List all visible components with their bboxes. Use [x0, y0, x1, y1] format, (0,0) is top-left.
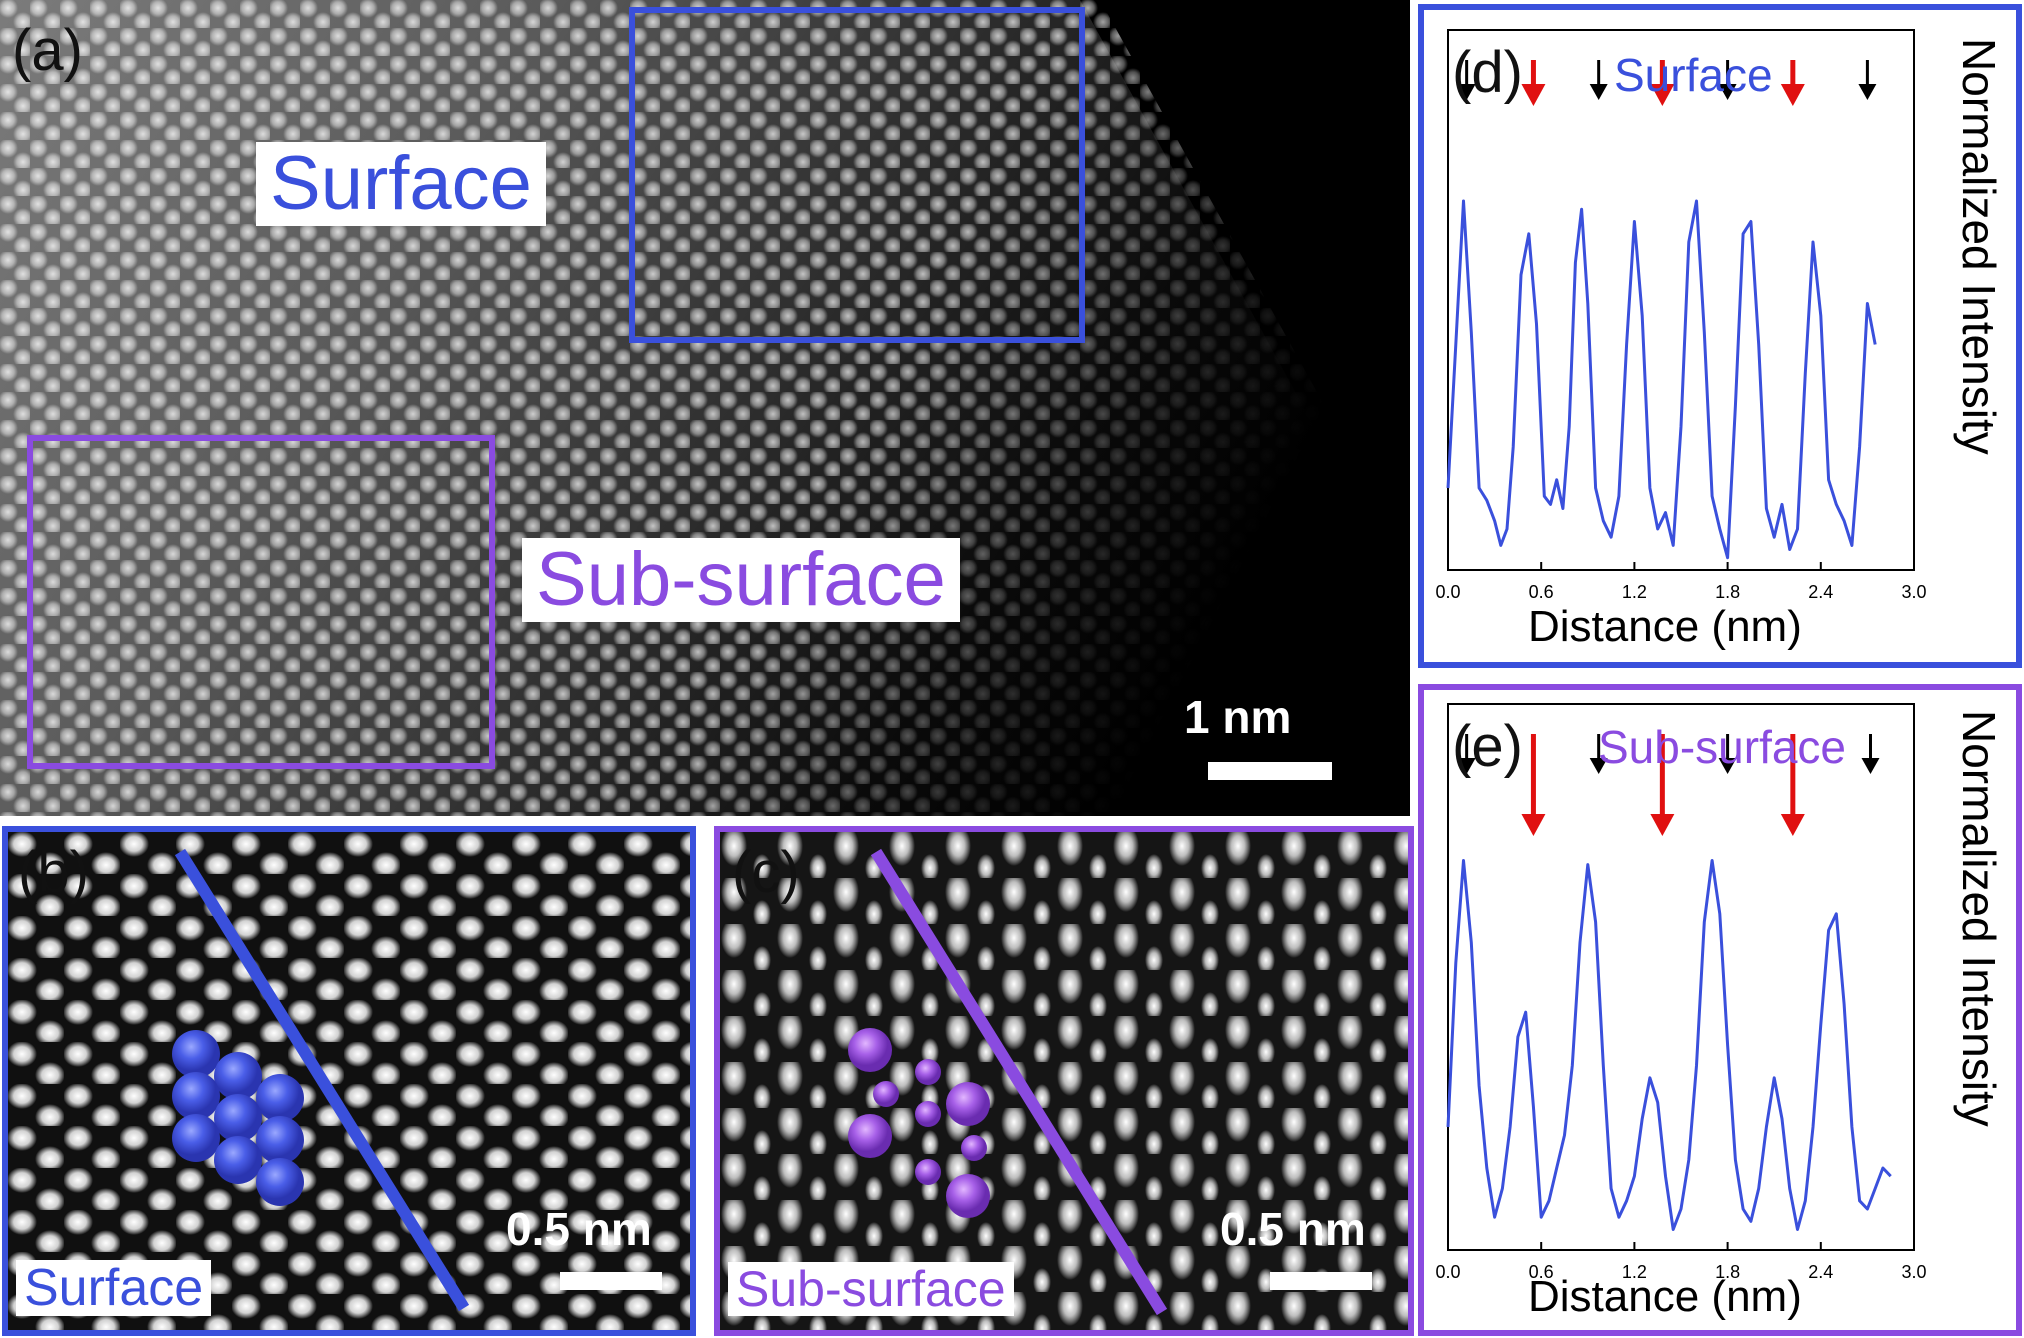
- major-peak-arrow-head: [1718, 84, 1737, 100]
- x-tick-label: 1.8: [1715, 1262, 1740, 1282]
- panel-b-scale-label: 0.5 nm: [506, 1203, 652, 1255]
- panel-e-ylabel: Normalized Intensity: [1953, 710, 2005, 1127]
- x-tick-label: 0.6: [1529, 582, 1554, 602]
- major-peak-arrow-head: [1589, 84, 1608, 100]
- intensity-profile-line: [1446, 199, 1877, 560]
- minor-peak-arrow-head: [1650, 814, 1675, 836]
- panel-d-xlabel: Distance (nm): [1528, 602, 1802, 651]
- panel-a-image: [0, 0, 1410, 816]
- subsurface-tag: Sub-surface: [522, 538, 960, 622]
- plot-frame: [1447, 29, 1915, 571]
- panel-a-micrograph: (a) Surface Sub-surface 1 nm: [0, 0, 1410, 816]
- major-peak-arrow-head: [1718, 758, 1737, 774]
- major-peak-arrow-head: [1858, 84, 1877, 100]
- x-tick-label: 2.4: [1808, 582, 1833, 602]
- panel-b-guide-line: [174, 848, 470, 1312]
- x-tick-label: 1.2: [1622, 1262, 1647, 1282]
- panel-d-title: Surface: [1614, 49, 1773, 101]
- intensity-profile-line: [1446, 859, 1892, 1231]
- major-peak-arrow-head: [1457, 84, 1476, 100]
- panel-e-title: Sub-surface: [1598, 721, 1847, 773]
- panel-d-label: (d): [1452, 40, 1523, 105]
- panel-b-micrograph: (b) Surface 0.5 nm: [2, 826, 696, 1336]
- minor-peak-arrow-head: [1521, 84, 1546, 106]
- panel-e-label: (e): [1452, 714, 1523, 779]
- x-tick-label: 0.0: [1435, 582, 1460, 602]
- panel-e-chart: 0.0 0.6 1.2 1.8 2.4 3.0 (e) Sub-surface Dista…: [1418, 684, 2022, 1336]
- panel-c-image: [720, 832, 1408, 1330]
- panel-a-scale-label: 1 nm: [1184, 691, 1292, 743]
- panel-a-label: (a): [12, 18, 83, 83]
- x-tick-label: 1.8: [1715, 582, 1740, 602]
- panel-c-scale-bar: [1270, 1272, 1372, 1290]
- panel-c-scale-label: 0.5 nm: [1220, 1203, 1366, 1255]
- x-tick-label: 0.0: [1435, 1262, 1460, 1282]
- surface-tag: Surface: [256, 142, 546, 226]
- x-tick-label: 2.4: [1808, 1262, 1833, 1282]
- panel-c-micrograph: (c) Sub-surface 0.5 nm: [714, 826, 1414, 1336]
- subsurface-atom-model: [848, 1028, 990, 1218]
- x-tick-label: 1.2: [1622, 582, 1647, 602]
- minor-peak-arrow-head: [1780, 814, 1805, 836]
- surface-atom-model: [172, 1030, 304, 1206]
- panel-b-caption: Surface: [16, 1260, 212, 1316]
- panel-c-label: (c): [732, 840, 800, 905]
- x-tick-label: 3.0: [1901, 582, 1926, 602]
- panel-c-caption: Sub-surface: [728, 1262, 1014, 1316]
- minor-peak-arrow-head: [1780, 84, 1805, 106]
- panel-b-scale-bar: [560, 1272, 662, 1290]
- x-tick-label: 3.0: [1901, 1262, 1926, 1282]
- panel-b-image: [8, 832, 690, 1330]
- minor-peak-arrow-head: [1650, 84, 1675, 106]
- panel-a-scale-bar: [1208, 762, 1332, 780]
- panel-b-label: (b): [18, 840, 89, 905]
- x-tick-label: 0.6: [1529, 1262, 1554, 1282]
- major-peak-arrow-head: [1589, 758, 1608, 774]
- subsurface-region-box: [27, 435, 495, 769]
- surface-region-box: [629, 7, 1085, 343]
- panel-c-guide-line: [870, 848, 1168, 1316]
- panel-d-chart: 0.0 0.6 1.2 1.8 2.4 3.0 (d) Surface Distance …: [1418, 4, 2022, 668]
- major-peak-arrow-head: [1457, 758, 1476, 774]
- panel-e-xlabel: Distance (nm): [1528, 1272, 1802, 1321]
- panel-d-ylabel: Normalized Intensity: [1953, 38, 2005, 455]
- major-peak-arrow-head: [1861, 758, 1880, 774]
- minor-peak-arrow-head: [1521, 814, 1546, 836]
- panel-d-plot: 0.0 0.6 1.2 1.8 2.4 3.0: [1435, 29, 1927, 602]
- panel-e-plot: 0.0 0.6 1.2 1.8 2.4 3.0: [1435, 703, 1927, 1282]
- plot-frame: [1447, 703, 1915, 1251]
